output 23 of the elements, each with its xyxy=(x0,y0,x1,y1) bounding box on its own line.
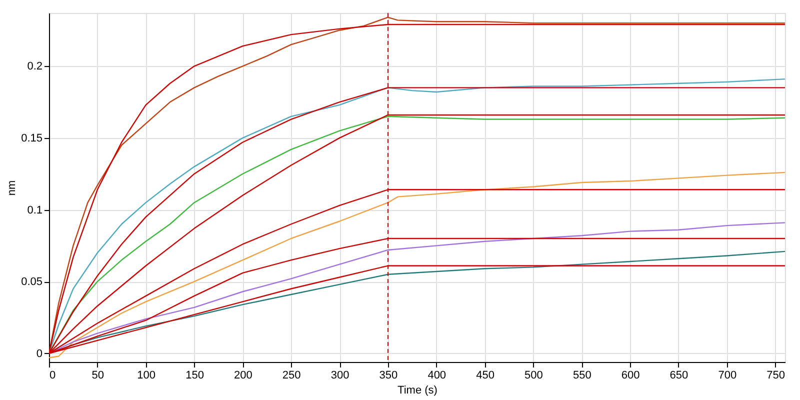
x-tick-label: 50 xyxy=(92,370,104,382)
x-axis-title: Time (s) xyxy=(398,384,438,396)
x-tick-label: 300 xyxy=(330,370,350,382)
y-tick-label: 0.15 xyxy=(21,132,42,144)
x-tick-label: 150 xyxy=(186,370,204,382)
x-tick-label: 500 xyxy=(524,370,543,382)
x-tick-label: 550 xyxy=(572,370,592,382)
x-tick-label: 750 xyxy=(766,370,785,382)
x-tick-label: 700 xyxy=(718,370,737,382)
x-tick-label: 650 xyxy=(670,370,688,382)
x-tick-label: 350 xyxy=(379,370,398,382)
x-tick-label: 250 xyxy=(282,370,301,382)
y-axis-title: nm xyxy=(6,180,18,196)
y-tick-label: 0.05 xyxy=(21,276,42,288)
y-tick-label: 0.2 xyxy=(27,60,42,73)
x-tick-label: 450 xyxy=(476,370,494,382)
x-tick-label: 400 xyxy=(428,370,446,382)
x-tick-label: 100 xyxy=(137,370,156,382)
x-tick-label: 600 xyxy=(621,370,640,382)
y-tick-label: 0.1 xyxy=(27,204,42,216)
y-tick-label: 0 xyxy=(36,348,42,360)
x-tick-label: 200 xyxy=(234,370,252,382)
x-tick-label: 0 xyxy=(50,370,56,382)
